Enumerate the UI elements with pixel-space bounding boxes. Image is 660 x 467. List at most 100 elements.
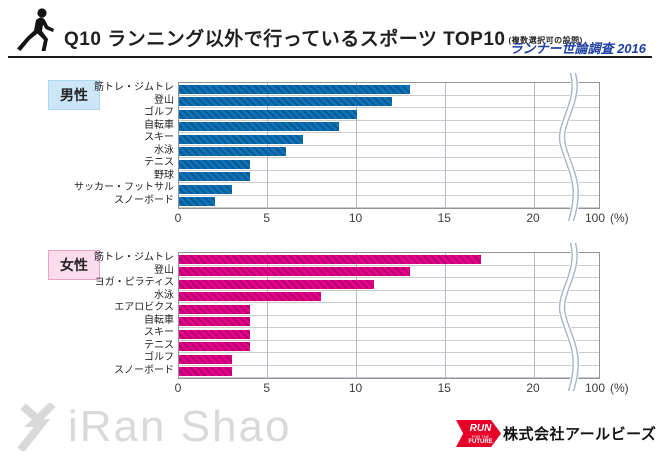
bar [179,267,410,276]
bar-row [179,278,599,291]
bar-row [179,183,599,196]
x-tick-label: 5 [263,211,271,225]
axis-break-icon [558,73,580,221]
category-label: ゴルフ [144,352,174,363]
page-title: Q10 ランニング以外で行っているスポーツ TOP10 (複数選択可の設問) [64,24,583,51]
bar-row [179,83,599,96]
gridline [267,253,269,378]
bar [179,342,250,351]
bar-row [179,146,599,158]
x-tick-label: 20 [526,211,540,225]
female-x-axis: 0 5 10 15 20 100 (%) [175,381,648,397]
bar [179,354,233,364]
page-title-text: Q10 ランニング以外で行っているスポーツ TOP10 [64,29,506,50]
run-for-the-future-badge: RUN FOR THE FUTURE [456,420,501,447]
category-label: 筋トレ・ジムトレ [94,252,174,263]
bar [179,172,250,181]
bar [179,254,481,264]
bar [179,134,304,144]
bar-row [179,158,599,171]
x-tick-label: 15 [437,211,451,225]
category-label: スキー [144,132,174,143]
bar-row [179,316,599,328]
male-category-labels: 筋トレ・ジムトレ 登山 ゴルフ 自転車 スキー 水泳 テニス 野球 サッカー・フットサル スノーボ… [28,82,174,207]
category-label: スキー [144,327,174,338]
x-tick-label-resume: 100 [584,381,606,395]
category-label: 水泳 [154,144,174,156]
bar-row [179,171,599,183]
bar-row [179,96,599,108]
category-label: ヨガ・ピラティス [94,277,174,288]
gridline [356,83,357,208]
bar-row [179,303,599,316]
header-rule [8,56,652,58]
gridline [533,83,535,208]
company-name: 株式会社アールビーズ [503,426,657,443]
badge-line-3: FUTURE [468,439,493,445]
badge-line-2: FOR THE [471,434,490,439]
x-tick-label-resume: 100 [584,211,606,225]
category-label: 自転車 [144,119,174,131]
category-label: テニス [144,157,174,168]
category-label: エアロビクス [114,302,174,313]
gridline [444,83,446,208]
page-title-note: (複数選択可の設問) [508,36,583,45]
female-plot-area [178,243,600,391]
category-label: 登山 [154,264,174,276]
x-tick-label: 20 [526,381,540,395]
male-plot-area [178,73,600,221]
category-label: 水泳 [154,289,174,301]
bar-row [179,253,599,266]
bar [179,184,233,194]
female-chart-section: 女性 筋トレ・ジムトレ 登山 ヨガ・ピラティス 水泳 エアロビクス 自転車 スキー テニス ゴル… [0,243,660,413]
category-label: 野球 [154,169,174,181]
category-label: 筋トレ・ジムトレ [94,82,174,93]
bar-row [179,196,599,208]
bar [179,109,357,119]
category-label: テニス [144,339,174,351]
axis-break-icon [558,243,580,391]
bar-row [179,108,599,121]
x-tick-label: 15 [437,381,451,395]
runner-icon [17,8,54,51]
bar-row [179,133,599,146]
bar [179,292,321,301]
x-tick-label: 0 [174,381,182,395]
x-axis-unit: (%) [610,381,629,395]
bar [179,329,250,339]
gridline [356,253,357,378]
bar-row [179,291,599,303]
bar-row [179,266,599,278]
x-tick-label: 10 [348,211,363,225]
x-tick-label: 5 [263,381,271,395]
badge-line-1: RUN [469,423,492,434]
bar-row [179,121,599,133]
watermark-text: iRan Shao [68,402,292,451]
category-label: 登山 [154,94,174,106]
bar [179,304,250,314]
male-chart-section: 男性 筋トレ・ジムトレ 登山 ゴルフ 自転車 スキー 水泳 テニス 野球 サッカー・フットサルス… [0,73,660,243]
category-label: スノーボード [114,194,174,206]
bar [179,97,392,106]
bar [179,147,286,156]
category-label: 自転車 [144,314,174,326]
x-axis-unit: (%) [610,211,629,225]
gridline [533,253,535,378]
female-group-label: 女性 [48,250,100,280]
bar-row [179,366,599,378]
female-category-labels: 筋トレ・ジムトレ 登山 ヨガ・ピラティス 水泳 エアロビクス 自転車 スキー テニス ゴルフ スノ… [28,252,174,377]
bar [179,84,410,94]
bar [179,197,215,206]
male-group-label: 男性 [48,80,100,110]
bar-row [179,341,599,353]
category-label: スノーボード [114,364,174,376]
bar-row [179,353,599,366]
bar [179,367,233,376]
male-x-axis: 0 5 10 15 20 100 (%) [175,211,648,227]
gridline [444,253,446,378]
survey-label: ランナー世論調査 2016 [509,41,646,56]
category-label: ゴルフ [144,107,174,118]
bar [179,317,250,326]
bar-row [179,328,599,341]
